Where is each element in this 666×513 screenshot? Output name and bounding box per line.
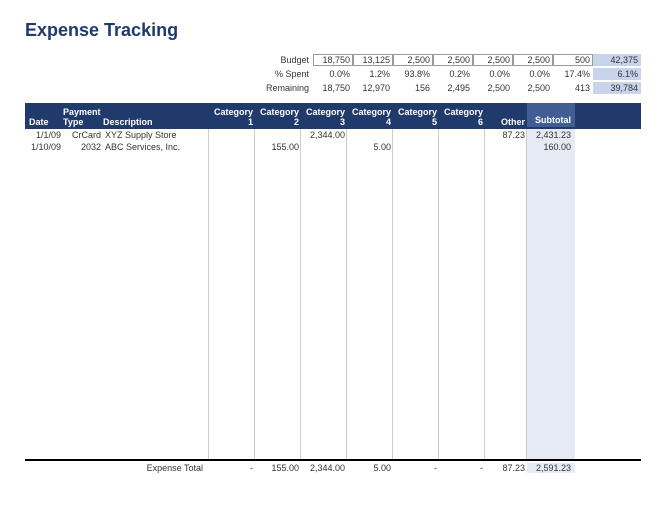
foot-c4: 5.00 bbox=[347, 463, 393, 473]
budget-row: Budget 18,750 13,125 2,500 2,500 2,500 2… bbox=[25, 53, 641, 67]
remaining-c6: 2,500 bbox=[513, 82, 553, 94]
hdr-cat4: Category 4 bbox=[347, 107, 393, 127]
hdr-other: Other bbox=[485, 117, 527, 127]
hdr-subtotal: Subtotal bbox=[527, 103, 575, 127]
spent-c1: 0.0% bbox=[313, 68, 353, 80]
cell-pay: 2032 bbox=[63, 142, 103, 152]
table-header: Date Payment Type Description Category 1… bbox=[25, 103, 641, 129]
cell-cat2: 155.00 bbox=[255, 142, 301, 152]
foot-c2: 155.00 bbox=[255, 463, 301, 473]
table-body: 1/1/09CrCardXYZ Supply Store 2,344.00 87.2… bbox=[25, 129, 641, 459]
foot-sub: 2,591.23 bbox=[527, 463, 575, 473]
summary-block: Budget 18,750 13,125 2,500 2,500 2,500 2… bbox=[25, 53, 641, 95]
spent-c4: 0.2% bbox=[433, 68, 473, 80]
remaining-label: Remaining bbox=[203, 83, 313, 93]
table-row: 1/1/09CrCardXYZ Supply Store 2,344.00 87.2… bbox=[25, 129, 641, 141]
foot-c6: - bbox=[439, 463, 485, 473]
budget-c5: 2,500 bbox=[473, 54, 513, 66]
remaining-other: 413 bbox=[553, 82, 593, 94]
remaining-c2: 12,970 bbox=[353, 82, 393, 94]
spent-other: 17.4% bbox=[553, 68, 593, 80]
spent-total: 6.1% bbox=[593, 68, 641, 80]
budget-label: Budget bbox=[203, 55, 313, 65]
hdr-cat2: Category 2 bbox=[255, 107, 301, 127]
budget-c2: 13,125 bbox=[353, 54, 393, 66]
remaining-c3: 156 bbox=[393, 82, 433, 94]
remaining-row: Remaining 18,750 12,970 156 2,495 2,500 … bbox=[25, 81, 641, 95]
cell-cat3: 2,344.00 bbox=[301, 130, 347, 140]
cell-date: 1/1/09 bbox=[25, 130, 63, 140]
foot-other: 87.23 bbox=[485, 463, 527, 473]
spent-c5: 0.0% bbox=[473, 68, 513, 80]
remaining-c1: 18,750 bbox=[313, 82, 353, 94]
budget-c6: 2,500 bbox=[513, 54, 553, 66]
remaining-total: 39,784 bbox=[593, 82, 641, 94]
foot-c3: 2,344.00 bbox=[301, 463, 347, 473]
cell-sub: 160.00 bbox=[527, 142, 575, 152]
footer-row: Expense Total - 155.00 2,344.00 5.00 - -… bbox=[25, 459, 641, 475]
remaining-c4: 2,495 bbox=[433, 82, 473, 94]
budget-total: 42,375 bbox=[593, 54, 641, 66]
foot-c1: - bbox=[209, 463, 255, 473]
cell-date: 1/10/09 bbox=[25, 142, 63, 152]
cell-cat4: 5.00 bbox=[347, 142, 393, 152]
hdr-payment: Payment Type bbox=[63, 107, 103, 127]
spent-c2: 1.2% bbox=[353, 68, 393, 80]
spent-c3: 93.8% bbox=[393, 68, 433, 80]
hdr-cat1: Category 1 bbox=[209, 107, 255, 127]
hdr-description: Description bbox=[103, 117, 209, 127]
hdr-cat3: Category 3 bbox=[301, 107, 347, 127]
cell-other: 87.23 bbox=[485, 130, 527, 140]
cell-pay: CrCard bbox=[63, 130, 103, 140]
budget-c1: 18,750 bbox=[313, 54, 353, 66]
hdr-cat6: Category 6 bbox=[439, 107, 485, 127]
page-title: Expense Tracking bbox=[25, 20, 641, 41]
cell-desc: XYZ Supply Store bbox=[103, 130, 209, 140]
hdr-date: Date bbox=[25, 117, 63, 127]
remaining-c5: 2,500 bbox=[473, 82, 513, 94]
spent-label: % Spent bbox=[203, 69, 313, 79]
hdr-cat5: Category 5 bbox=[393, 107, 439, 127]
spent-row: % Spent 0.0% 1.2% 93.8% 0.2% 0.0% 0.0% 1… bbox=[25, 67, 641, 81]
budget-other: 500 bbox=[553, 54, 593, 66]
spent-c6: 0.0% bbox=[513, 68, 553, 80]
footer-label: Expense Total bbox=[25, 463, 209, 473]
foot-c5: - bbox=[393, 463, 439, 473]
budget-c4: 2,500 bbox=[433, 54, 473, 66]
cell-desc: ABC Services, Inc. bbox=[103, 142, 209, 152]
budget-c3: 2,500 bbox=[393, 54, 433, 66]
table-row: 1/10/092032ABC Services, Inc. 155.00 5.00 1… bbox=[25, 141, 641, 153]
cell-sub: 2,431.23 bbox=[527, 130, 575, 140]
